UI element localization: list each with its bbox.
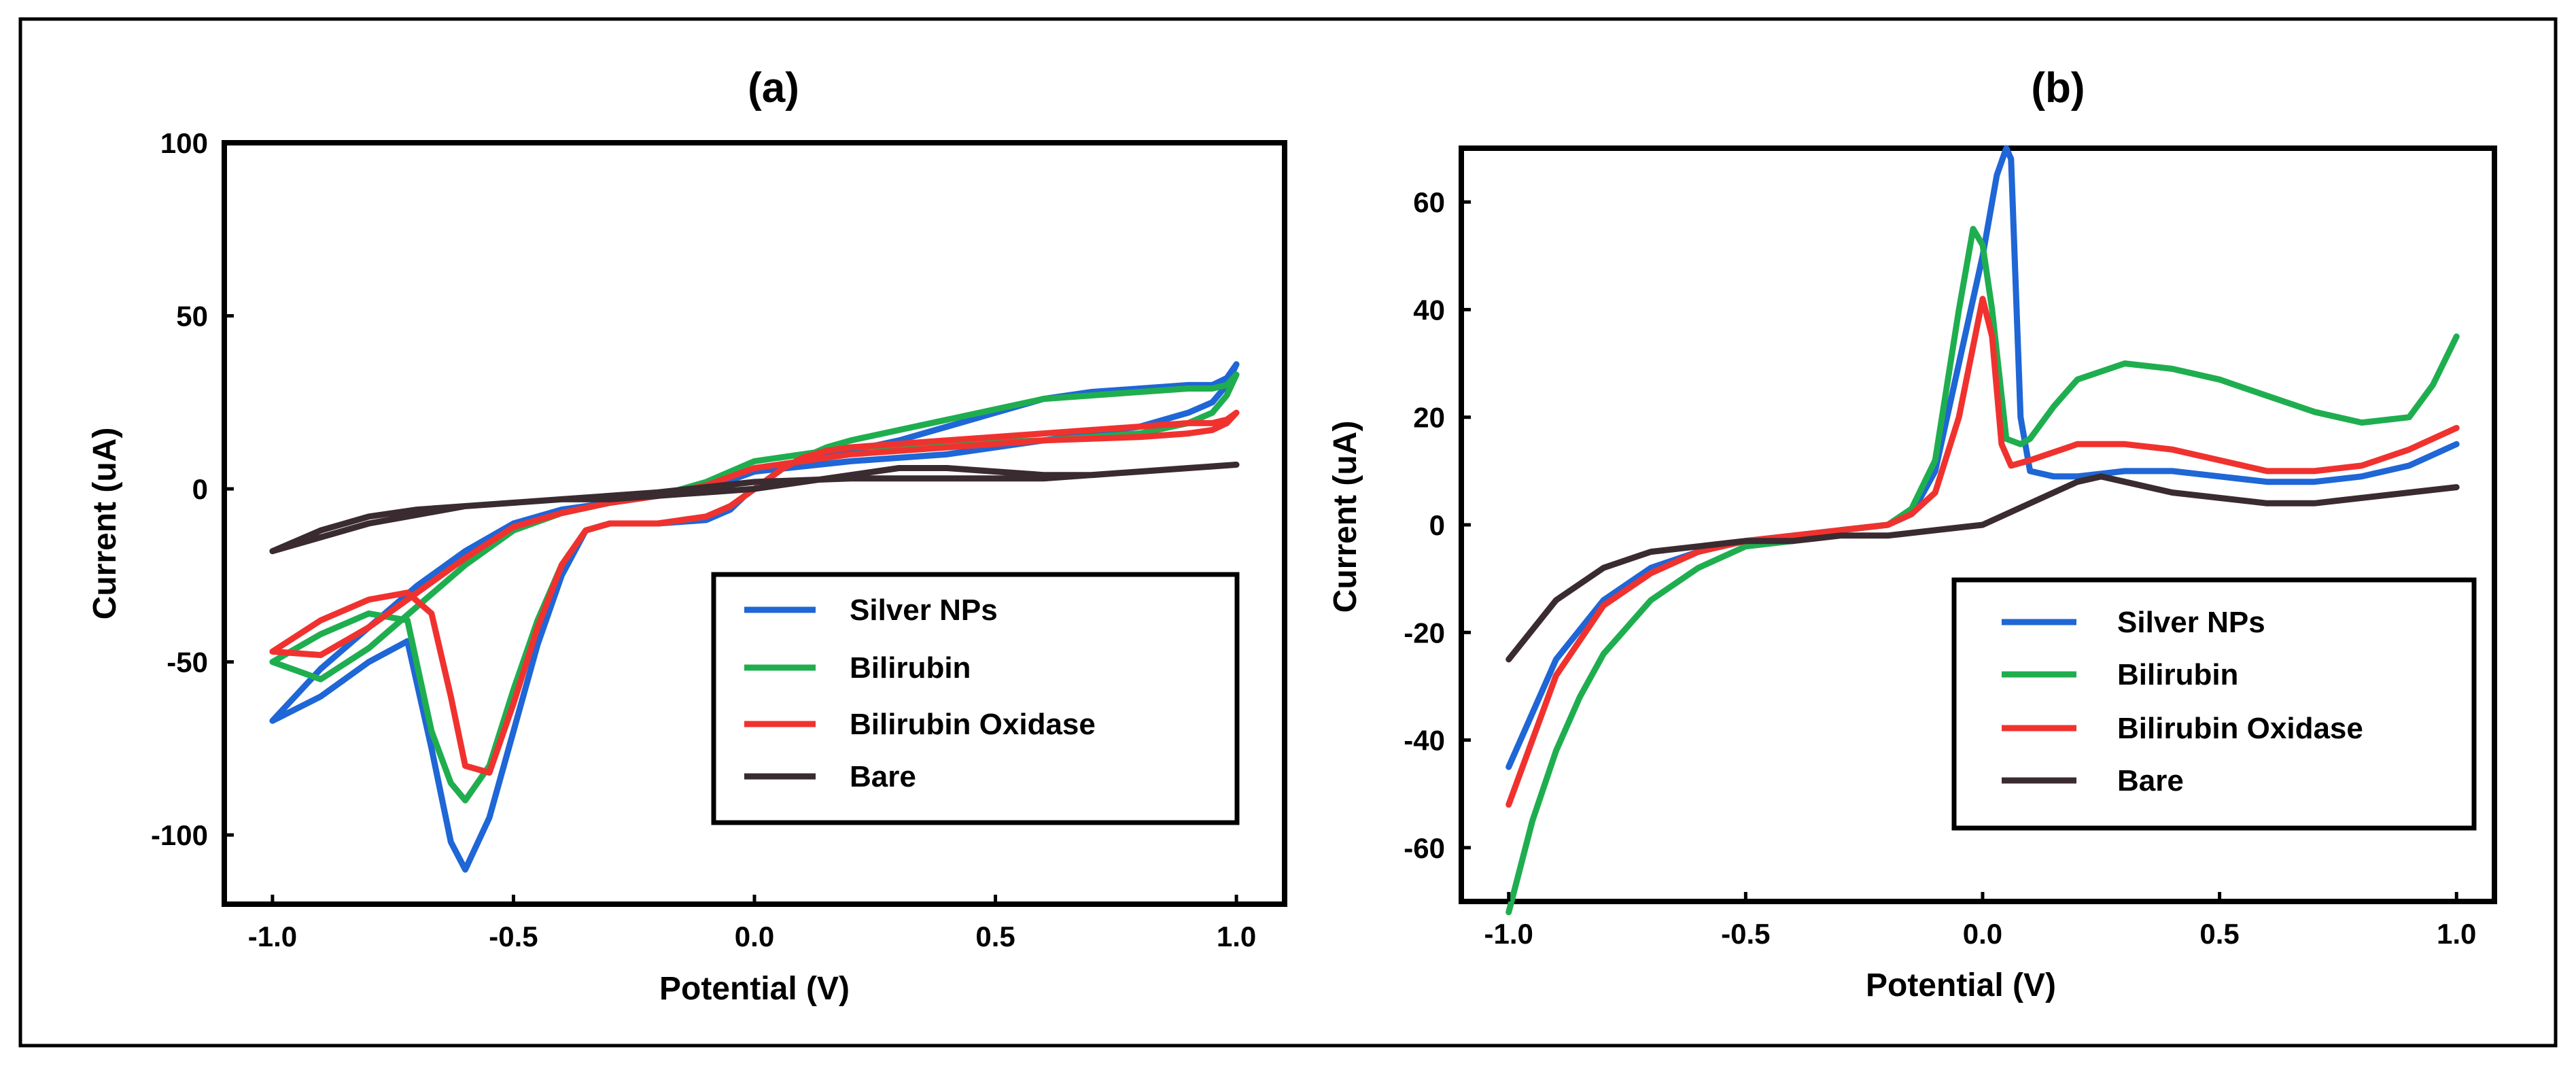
panel-a-legend-box xyxy=(711,572,1240,825)
panel-b-xtick-label: 1.0 xyxy=(2437,918,2476,950)
panel-a-ticks: -1.0 -0.5 0.0 0.5 1.0 -100 -50 0 50 100 xyxy=(151,127,1256,952)
panel-b-ytick-label: 20 xyxy=(1413,402,1445,434)
panel-a-legend-label-bare: Bare xyxy=(850,760,916,793)
panel-b-title: (b) xyxy=(2031,65,2085,111)
panel-a-ytick-label: -50 xyxy=(167,647,208,678)
panel-a-legend-label-bilirubin-oxidase: Bilirubin Oxidase xyxy=(850,708,1096,741)
panel-b-series xyxy=(1505,145,2460,916)
panel-b-legend-label-bare: Bare xyxy=(2117,764,2184,797)
panel-b-xtick-label: -1.0 xyxy=(1484,918,1533,950)
panel-b-ytick-label: 40 xyxy=(1413,294,1445,326)
panel-a-xlabel: Potential (V) xyxy=(659,971,850,1007)
panel-b-xtick-label: -0.5 xyxy=(1721,918,1770,950)
panel-b-legend-label-bilirubin: Bilirubin xyxy=(2117,658,2238,691)
panel-a-legend-label-silver-nps: Silver NPs xyxy=(850,594,998,627)
panel-a-xtick-label: -0.5 xyxy=(489,921,538,952)
panel-b-xlabel: Potential (V) xyxy=(1866,967,2056,1003)
panel-b-xtick-label: 0.0 xyxy=(1963,918,2002,950)
panel-b-series-bilirubin-oxidase xyxy=(1505,296,2460,808)
panel-a-ylabel: Current (uA) xyxy=(87,428,123,620)
panel-a-ytick-label: 50 xyxy=(176,300,208,332)
panel-a-ytick-label: 100 xyxy=(160,127,208,159)
panel-b-ytick-label: 60 xyxy=(1413,186,1445,218)
panel-b-series-bilirubin xyxy=(1505,226,2460,916)
panel-a-xtick-label: 0.0 xyxy=(735,921,774,952)
panel-b-ytick-label: -20 xyxy=(1404,617,1445,649)
panel-a-series-bare xyxy=(269,462,1240,555)
panel-b-ylabel: Current (uA) xyxy=(1327,421,1363,613)
panel-a-ytick-label: 0 xyxy=(192,473,208,505)
panel-a-ytick-label: -100 xyxy=(151,819,208,851)
panel-a-xtick-label: 1.0 xyxy=(1217,921,1256,952)
panel-b-legend-label-silver-nps: Silver NPs xyxy=(2117,606,2265,639)
panel-a-legend: Silver NPs Bilirubin Bilirubin Oxidase B… xyxy=(711,572,1240,825)
panel-b-legend-label-bilirubin-oxidase: Bilirubin Oxidase xyxy=(2117,712,2363,745)
panel-b-ytick-label: 0 xyxy=(1429,509,1445,541)
panel-b: (b) -1.0 -0.5 0.0 0.5 1.0 -60 -40 -20 0 20 40 60 Po… xyxy=(1327,65,2497,1003)
panel-a-xtick-label: 0.5 xyxy=(975,921,1015,952)
panel-b-ytick-label: -60 xyxy=(1404,832,1445,864)
panel-b-xtick-label: 0.5 xyxy=(2199,918,2239,950)
panel-b-ytick-label: -40 xyxy=(1404,725,1445,757)
panel-b-ticks: -1.0 -0.5 0.0 0.5 1.0 -60 -40 -20 0 20 40 60 xyxy=(1404,186,2476,950)
panel-a-legend-label-bilirubin: Bilirubin xyxy=(850,651,971,685)
panel-a-xtick-label: -1.0 xyxy=(248,921,297,952)
panel-b-series-bare xyxy=(1505,473,2460,663)
panel-a: (a) -1.0 -0.5 0.0 0.5 1.0 -100 -50 0 50 100 Poten… xyxy=(87,65,1287,1007)
panel-b-legend: Silver NPs Bilirubin Bilirubin Oxidase B… xyxy=(1951,577,2477,831)
panel-a-title: (a) xyxy=(748,65,799,111)
panel-a-series xyxy=(269,361,1240,873)
